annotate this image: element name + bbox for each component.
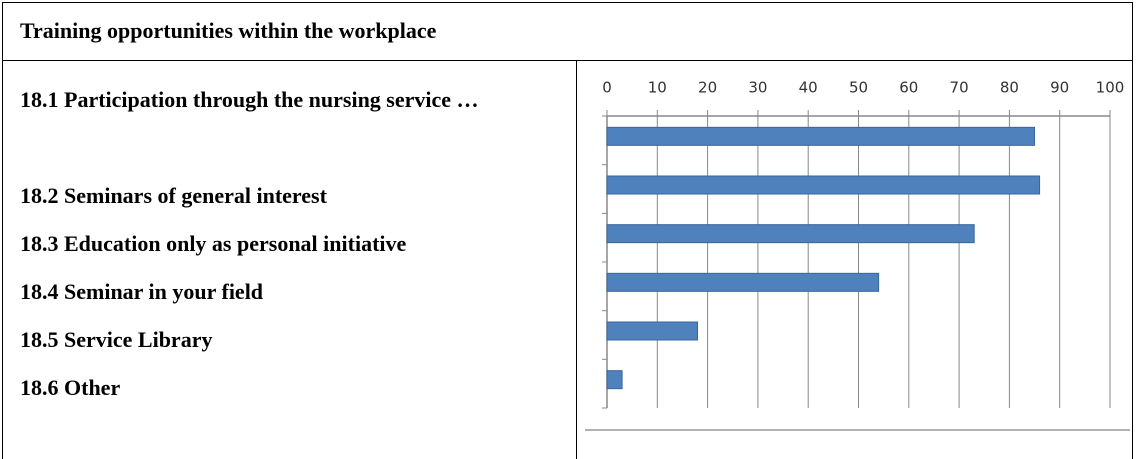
x-tick-label: 0: [602, 79, 612, 97]
x-tick-label: 60: [899, 79, 918, 97]
chart: 0 10 20 30 40 50 60 70 80 90 100: [585, 79, 1130, 431]
item-label: 18.3 Education only as personal initiati…: [20, 231, 407, 256]
item-label: 18.5 Service Library: [20, 327, 213, 352]
bar: [606, 272, 880, 292]
x-tick-label: 70: [950, 79, 969, 97]
bar: [606, 126, 1036, 146]
x-tick-label: 50: [849, 79, 868, 97]
item-label: 18.6 Other: [20, 375, 121, 400]
bar: [606, 224, 975, 244]
x-tick-label: 80: [1000, 79, 1019, 97]
bar: [606, 321, 699, 341]
bar: [606, 370, 623, 390]
x-tick-label: 100: [1096, 79, 1125, 97]
bar: [606, 175, 1041, 195]
x-tick-label: 20: [698, 79, 717, 97]
item-label: 18.1 Participation through the nursing s…: [20, 87, 479, 112]
x-tick-label: 90: [1050, 79, 1069, 97]
table-title: Training opportunities within the workpl…: [20, 18, 437, 43]
column-divider: [576, 60, 577, 459]
x-tick-label: 40: [799, 79, 818, 97]
item-label: 18.4 Seminar in your field: [20, 279, 264, 304]
x-tick-label: 10: [648, 79, 667, 97]
header-row: Training opportunities within the workpl…: [2, 2, 1133, 61]
x-tick-label: 30: [748, 79, 767, 97]
item-label: 18.2 Seminars of general interest: [20, 183, 327, 208]
